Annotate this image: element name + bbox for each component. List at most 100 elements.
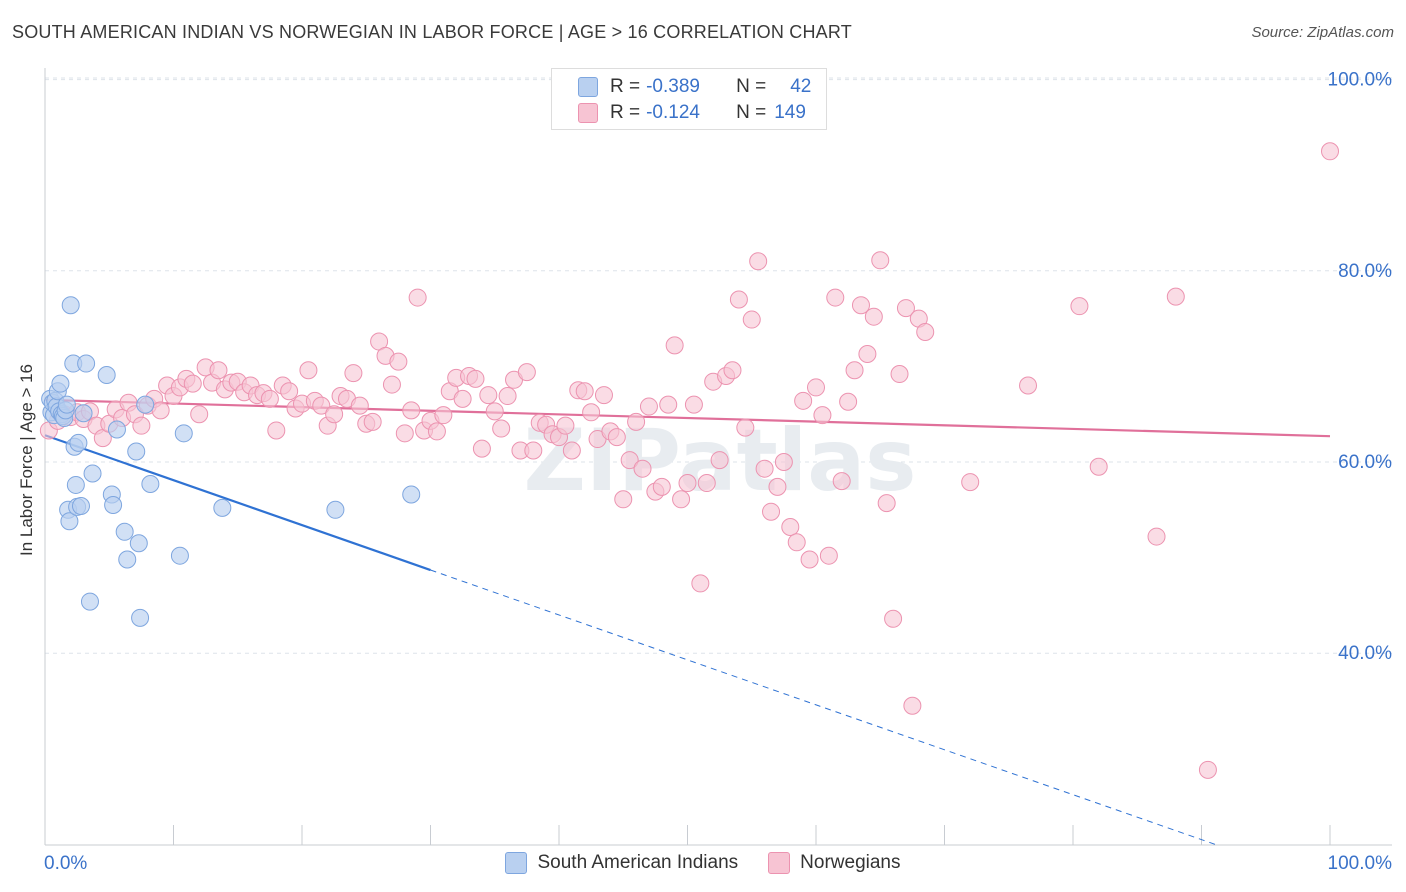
norwegians-point: [710, 451, 729, 470]
south-american-indians-point: [66, 475, 85, 494]
norwegians-point: [485, 402, 504, 421]
legend-row-south-american-indians: R = -0.389 N = 42: [578, 75, 811, 99]
r-label: R =: [610, 76, 641, 97]
south-american-indians-point: [326, 500, 345, 519]
south-american-indians-point: [174, 424, 193, 443]
south-american-indians-point: [131, 608, 150, 627]
south-american-indians-point: [136, 395, 155, 414]
norwegians-trend-line: [44, 398, 1331, 438]
norwegians-point: [819, 546, 838, 565]
south-american-indians-point: [104, 496, 123, 515]
pink-swatch: [578, 103, 598, 123]
norwegians-point: [755, 459, 774, 478]
norwegians-point: [794, 391, 813, 410]
norwegians-point: [389, 352, 408, 371]
norwegians-point: [691, 574, 710, 593]
y-tick-label: 80.0%: [1338, 261, 1392, 282]
norwegians-point: [749, 252, 768, 271]
south-american-indians-point: [61, 296, 80, 315]
norwegians-point: [614, 490, 633, 509]
y-tick-label: 60.0%: [1338, 452, 1392, 473]
south-american-indians-point: [97, 366, 116, 385]
norwegians-point: [1321, 142, 1339, 161]
norwegians-point: [800, 550, 819, 569]
south-american-indians-points: [41, 296, 421, 627]
x-tick-label: 100.0%: [1328, 853, 1393, 874]
norwegians-point: [350, 396, 369, 415]
norwegians-point: [768, 477, 787, 496]
south-american-indians-point: [115, 522, 134, 541]
south-american-indians-point: [80, 592, 99, 611]
south-american-indians-point: [213, 498, 232, 517]
south-american-indians-point: [77, 354, 96, 373]
norwegians-point: [1019, 376, 1038, 395]
norwegians-point: [280, 382, 299, 401]
norwegians-point: [479, 386, 498, 405]
south-american-indians-trend-extension: [430, 569, 1218, 846]
norwegians-point: [884, 609, 903, 628]
south-american-indians-point: [57, 395, 76, 414]
norwegians-point: [620, 451, 639, 470]
correlation-legend: R = -0.389 N = 42 R = -0.124 N = 149: [551, 68, 827, 130]
norwegians-point: [363, 412, 382, 431]
norwegians-point: [382, 375, 401, 394]
norwegians-point: [594, 386, 613, 405]
south-american-indians-point: [141, 474, 160, 493]
norwegians-point: [344, 364, 363, 383]
norwegians-point: [575, 382, 594, 401]
norwegians-point: [132, 416, 151, 435]
norwegians-point: [665, 336, 684, 355]
norwegians-point: [678, 474, 697, 493]
norwegians-point: [781, 518, 800, 537]
norwegians-point: [492, 419, 511, 438]
norwegians-point: [260, 389, 279, 408]
norwegians-point: [858, 344, 877, 363]
norwegians-point: [434, 406, 453, 425]
norwegians-point: [639, 397, 658, 416]
norwegians-point: [607, 428, 626, 447]
n-label: N =: [736, 76, 767, 97]
norwegians-point: [652, 477, 671, 496]
norwegians-point: [890, 365, 909, 384]
y-tick-label: 40.0%: [1338, 643, 1392, 664]
x-tick-label: 0.0%: [44, 853, 87, 874]
south-american-indians-point: [74, 404, 93, 423]
legend-item-norwegians[interactable]: Norwegians: [768, 852, 901, 874]
tick-labels: 40.0% 60.0% 80.0% 100.0% 0.0% 100.0%: [44, 70, 1392, 874]
south-american-indians-point: [71, 496, 90, 515]
norwegians-point: [684, 395, 703, 414]
norwegians-point: [299, 361, 318, 380]
norwegians-point: [877, 494, 896, 513]
norwegians-point: [627, 412, 646, 431]
norwegians-point: [851, 296, 870, 315]
norwegians-point: [1089, 457, 1108, 476]
norwegians-point: [562, 441, 581, 460]
series-legend: South American Indians Norwegians: [0, 852, 1406, 874]
r-value: -0.124: [646, 102, 700, 123]
norwegians-point: [659, 395, 678, 414]
norwegians-point: [807, 378, 825, 397]
norwegians-point: [1147, 527, 1166, 546]
norwegians-point: [427, 422, 446, 441]
r-value: -0.389: [646, 76, 700, 97]
norwegians-point: [183, 374, 202, 393]
norwegians-point: [864, 307, 883, 326]
norwegians-point: [813, 406, 832, 425]
n-value: 149: [774, 102, 806, 123]
blue-swatch: [578, 77, 598, 97]
source-credit: Source: ZipAtlas.com: [1251, 24, 1394, 41]
norwegians-point: [633, 459, 652, 478]
norwegians-point: [498, 387, 517, 406]
south-american-indians-point: [107, 420, 126, 439]
norwegians-point: [209, 361, 228, 380]
norwegians-point: [723, 361, 742, 380]
south-american-indians-point: [83, 464, 102, 483]
norwegians-point: [472, 439, 491, 458]
legend-label: South American Indians: [537, 852, 739, 873]
legend-label: Norwegians: [800, 852, 901, 873]
norwegians-point: [845, 361, 864, 380]
blue-swatch: [505, 852, 528, 874]
legend-item-south-american-indians[interactable]: South American Indians: [505, 852, 738, 874]
south-american-indians-trend-line: [44, 434, 431, 572]
